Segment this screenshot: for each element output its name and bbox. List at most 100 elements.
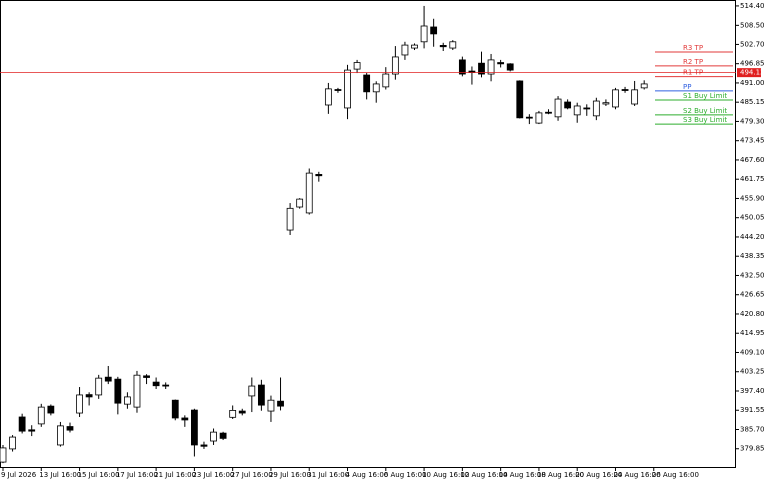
candle-body — [391, 56, 399, 75]
candle-body — [277, 400, 284, 407]
candle-body — [18, 416, 26, 432]
candle-body — [305, 172, 313, 214]
y-tick-label: 496.85 — [740, 60, 765, 68]
candle-body — [449, 41, 457, 49]
candle-body — [382, 73, 390, 88]
y-tick-label: 432.50 — [740, 271, 765, 279]
candle-body — [535, 112, 543, 124]
candle-body — [57, 425, 64, 446]
candle-body — [334, 89, 342, 91]
candle-body — [162, 384, 170, 387]
candle-body — [37, 406, 45, 425]
candle-body — [200, 444, 208, 447]
candle-body — [190, 409, 198, 446]
candle-body — [621, 89, 629, 91]
candle-body — [497, 62, 505, 65]
current-price-label: 494.13 — [740, 69, 765, 77]
level-label: S3 Buy Limit — [683, 116, 727, 124]
y-tick-label: 467.60 — [740, 156, 765, 164]
y-tick-label: 508.50 — [740, 21, 765, 29]
candle-body — [238, 410, 246, 414]
candle-body — [516, 80, 524, 119]
x-tick-label: 29 Jul 16:00 — [269, 471, 311, 479]
candle-body — [229, 410, 237, 418]
candle-body — [104, 376, 112, 382]
x-tick-label: 14 Aug 16:00 — [499, 471, 546, 479]
candle-body — [506, 63, 514, 71]
candle-body — [631, 89, 639, 105]
candle-body — [315, 174, 323, 177]
candle-body — [124, 396, 131, 405]
x-tick-label: 23 Jul 16:00 — [192, 471, 234, 479]
candle-body — [181, 417, 189, 421]
y-tick-label: 379.85 — [740, 445, 765, 453]
candle-body — [602, 102, 610, 105]
level-label: PP — [683, 83, 691, 91]
candle-body — [114, 378, 122, 404]
candle-body — [9, 436, 16, 450]
candle-body — [0, 447, 7, 463]
candle-body — [248, 385, 256, 397]
candle-body — [257, 384, 265, 406]
x-tick-label: 26 Aug 16:00 — [652, 471, 699, 479]
candle-body — [47, 405, 55, 414]
y-tick-label: 409.10 — [740, 348, 765, 356]
x-tick-label: 6 Aug 16:00 — [384, 471, 427, 479]
candle-body — [554, 98, 562, 118]
candle-body — [210, 431, 217, 442]
candle-body — [143, 375, 150, 378]
x-tick-label: 9 Jul 2026 — [1, 471, 37, 479]
candle-body — [66, 426, 74, 431]
level-label: S1 Buy Limit — [683, 92, 727, 100]
candle-body — [324, 88, 332, 106]
candle-body — [545, 111, 552, 114]
candle-body — [430, 26, 438, 35]
x-tick-label: 21 Jul 16:00 — [154, 471, 196, 479]
candle-body — [525, 116, 533, 119]
candle-body — [612, 89, 619, 108]
x-tick-label: 20 Aug 16:00 — [575, 471, 622, 479]
candle-body — [372, 83, 380, 93]
plot-frame — [0, 0, 736, 468]
candle-body — [286, 207, 294, 231]
x-tick-label: 18 Aug 16:00 — [537, 471, 584, 479]
level-label: R2 TP — [683, 58, 703, 66]
y-tick-label: 491.00 — [740, 79, 765, 87]
candle-body — [76, 394, 83, 414]
candle-body — [564, 101, 572, 109]
candle-body — [458, 59, 466, 75]
candle-body — [353, 62, 361, 70]
y-tick-label: 485.15 — [740, 98, 765, 106]
candle-body — [95, 377, 103, 396]
candle-body — [344, 69, 351, 109]
x-tick-label: 31 Jul 16:00 — [307, 471, 349, 479]
candle-body — [152, 381, 160, 387]
x-tick-label: 12 Aug 16:00 — [460, 471, 507, 479]
current-price-tag — [737, 68, 761, 78]
candle-body — [267, 399, 275, 412]
x-tick-label: 24 Aug 16:00 — [613, 471, 660, 479]
candle-body — [296, 198, 304, 208]
candle-body — [411, 44, 418, 49]
x-tick-label: 10 Aug 16:00 — [422, 471, 469, 479]
y-tick-label: 461.75 — [740, 175, 765, 183]
y-tick-label: 420.80 — [740, 310, 765, 318]
candle-body — [171, 399, 179, 419]
level-label: S2 Buy Limit — [683, 107, 727, 115]
candle-body — [219, 432, 227, 439]
candle-body — [487, 59, 495, 75]
candle-body — [439, 45, 447, 48]
candle-body — [583, 107, 591, 110]
x-tick-label: 15 Jul 16:00 — [78, 471, 120, 479]
candle-body — [401, 44, 409, 56]
y-tick-label: 479.30 — [740, 117, 765, 125]
candle-body — [478, 62, 485, 75]
candle-body — [133, 374, 141, 408]
candle-body — [28, 429, 36, 432]
x-tick-label: 17 Jul 16:00 — [116, 471, 158, 479]
y-tick-label: 502.70 — [740, 40, 765, 48]
y-tick-label: 391.55 — [740, 406, 765, 414]
y-tick-label: 426.65 — [740, 291, 765, 299]
